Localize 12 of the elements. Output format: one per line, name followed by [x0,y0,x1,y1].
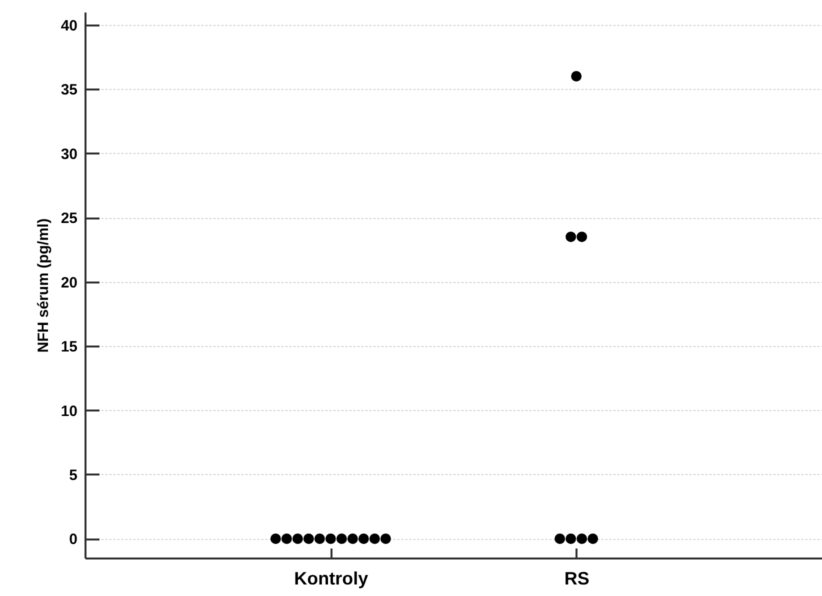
y-tick-label: 25 [60,210,78,228]
y-axis-title: NFH sérum (pg/ml) [34,218,52,353]
y-tick-label: 5 [69,466,78,484]
y-tick-label: 20 [60,274,78,292]
y-tick-label: 35 [60,82,78,99]
x-tick-label: RS [564,568,590,588]
y-tick-label: 10 [60,402,78,420]
x-tick-label: Kontroly [294,568,368,588]
y-tick-label: 0 [69,531,78,548]
y-tick-label: 30 [60,146,78,163]
y-tick-label: 15 [60,338,78,356]
y-tick-label: 40 [60,17,78,34]
